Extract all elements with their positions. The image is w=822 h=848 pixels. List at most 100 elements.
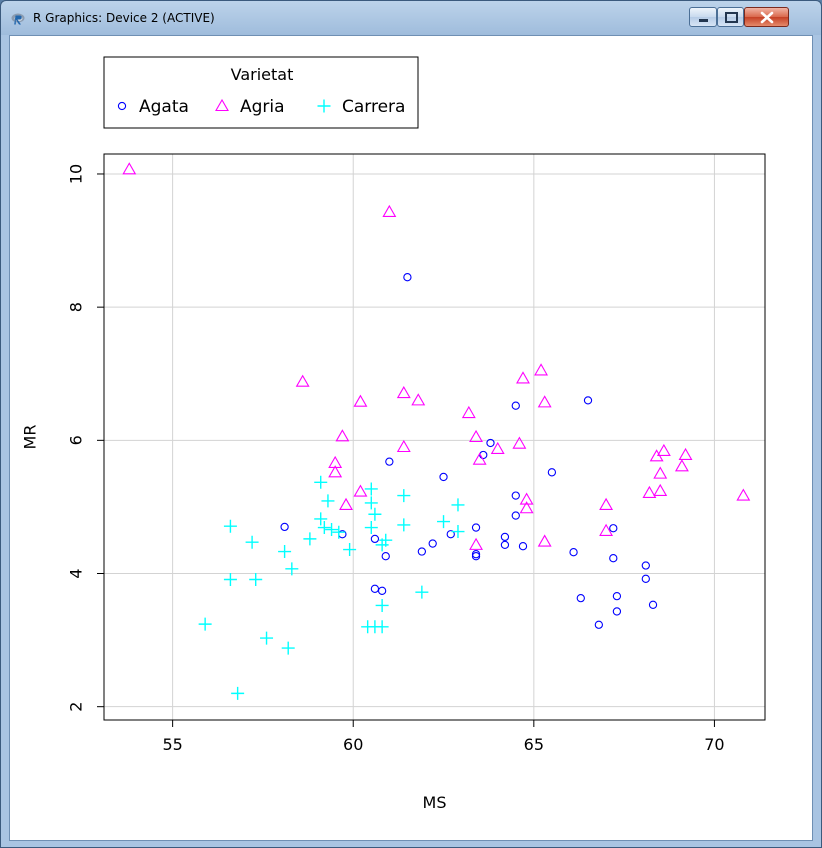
point-agata: [500, 532, 510, 542]
point-carrera: [364, 482, 378, 496]
point-agria: [396, 385, 411, 399]
point-agata: [417, 547, 427, 556]
point-agria: [339, 497, 353, 510]
y-tick-label: 10: [67, 164, 86, 184]
legend: Varietat Agata Agria Carrera: [103, 56, 419, 129]
point-agria: [537, 395, 552, 408]
x-axis-label: MS: [423, 793, 447, 812]
point-carrera: [332, 525, 346, 539]
point-agata: [569, 548, 578, 557]
point-agria: [490, 441, 505, 455]
point-agata: [428, 539, 437, 548]
y-tick-label: 4: [67, 568, 86, 578]
point-agata: [518, 542, 528, 551]
point-carrera: [249, 572, 263, 586]
point-agata: [471, 552, 481, 561]
point-agria: [674, 459, 689, 472]
y-axis-label: MR: [21, 425, 40, 450]
grid-lines: [104, 154, 765, 720]
point-agata: [547, 468, 557, 477]
point-agata: [641, 574, 650, 583]
point-carrera: [281, 641, 295, 655]
point-carrera: [375, 620, 389, 634]
maximize-button[interactable]: [717, 7, 744, 27]
y-tick-label: 6: [67, 435, 86, 445]
point-agria: [678, 447, 693, 461]
point-agria: [653, 483, 668, 496]
point-carrera: [314, 475, 328, 489]
point-carrera: [223, 519, 237, 533]
x-tick-label: 55: [162, 735, 182, 754]
r-logo-icon: [11, 13, 25, 25]
point-carrera: [325, 523, 339, 537]
point-carrera: [397, 518, 411, 532]
point-carrera: [368, 507, 382, 521]
point-agata: [511, 401, 520, 410]
point-agata: [648, 600, 658, 609]
point-agria: [599, 497, 614, 510]
point-agria: [353, 394, 368, 407]
plot-frame: [103, 153, 766, 721]
point-agata: [446, 530, 455, 539]
x-tick-label: 60: [343, 735, 363, 754]
point-carrera: [364, 521, 378, 535]
legend-label-carrera: Carrera: [342, 97, 405, 117]
point-agria: [642, 485, 657, 498]
point-agata: [403, 273, 412, 282]
axes: 55 60 65 70 2 4 6 8 10: [67, 164, 725, 754]
point-agria: [653, 466, 668, 479]
legend-marker-carrera: [317, 99, 331, 113]
point-agria: [519, 501, 534, 514]
point-agria: [461, 405, 476, 419]
legend-box: [103, 56, 419, 129]
point-agria: [516, 371, 530, 384]
legend-label-agata: Agata: [139, 97, 189, 117]
y-tick-label: 8: [67, 302, 86, 312]
point-agria: [469, 429, 483, 443]
minimize-button[interactable]: [689, 7, 717, 27]
point-carrera: [285, 562, 299, 576]
close-button[interactable]: [744, 7, 789, 27]
point-agria: [335, 429, 350, 442]
point-carrera: [415, 585, 429, 599]
point-agata: [609, 524, 618, 533]
data-points: [122, 162, 751, 700]
point-agria: [534, 363, 549, 376]
point-carrera: [397, 489, 411, 503]
point-carrera: [364, 496, 378, 510]
point-agata: [439, 472, 448, 482]
point-agria: [328, 455, 343, 469]
point-carrera: [260, 631, 274, 645]
x-tick-label: 70: [704, 735, 724, 754]
point-agata: [377, 586, 387, 595]
point-agria: [295, 374, 310, 387]
point-agata: [576, 593, 585, 603]
point-agria: [122, 162, 137, 175]
point-carrera: [343, 543, 357, 557]
point-agria: [736, 488, 751, 501]
close-icon: [760, 11, 774, 24]
title-bar[interactable]: R Graphics: Device 2 (ACTIVE): [1, 1, 821, 35]
point-carrera: [451, 498, 465, 512]
x-tick-label: 65: [524, 735, 544, 754]
point-agria: [469, 537, 483, 550]
point-carrera: [437, 515, 451, 529]
point-agata: [370, 534, 380, 544]
point-carrera: [303, 532, 317, 546]
point-agria: [382, 204, 397, 217]
maximize-icon: [725, 12, 738, 23]
point-agria: [512, 436, 527, 449]
point-carrera: [314, 512, 328, 526]
point-agata: [583, 396, 593, 405]
point-carrera: [278, 545, 292, 559]
point-carrera: [198, 617, 212, 631]
point-agria: [649, 449, 664, 462]
point-agata: [612, 591, 622, 601]
minimize-icon: [699, 19, 708, 22]
point-agria: [353, 484, 368, 497]
point-carrera: [223, 572, 237, 586]
point-agata: [511, 511, 520, 520]
point-carrera: [375, 538, 389, 552]
legend-marker-agata: [117, 101, 127, 111]
point-agria: [599, 523, 614, 536]
